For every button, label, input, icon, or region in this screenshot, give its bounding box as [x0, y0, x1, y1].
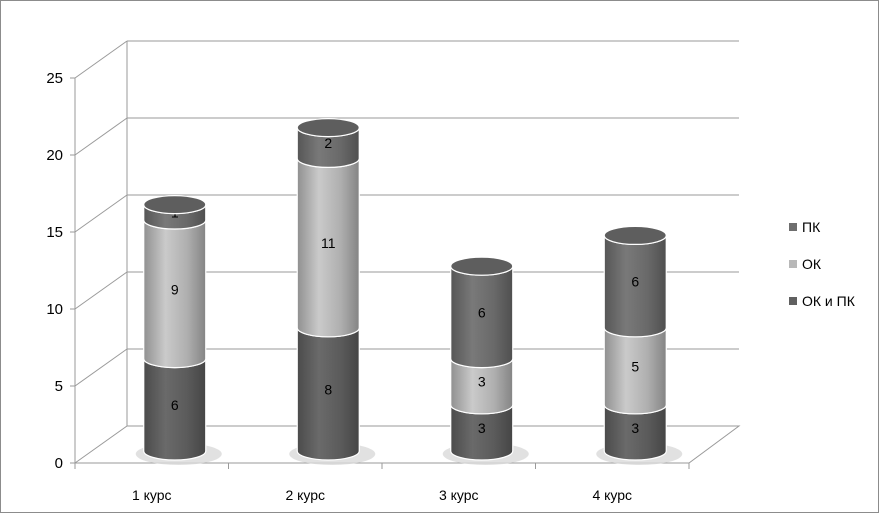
y-tick-label: 0: [55, 455, 63, 472]
x-tick-label: 1 курс: [132, 487, 172, 503]
data-label: 3: [478, 420, 486, 436]
x-tick-label: 3 курс: [439, 487, 479, 503]
data-label: 3: [478, 374, 486, 390]
legend-swatch: [789, 297, 797, 305]
bar-top: [296, 117, 360, 138]
data-label: 6: [631, 274, 639, 290]
data-label: 6: [171, 397, 179, 413]
y-tick-label: 10: [46, 301, 63, 318]
data-label: 2: [324, 135, 332, 151]
x-tick-label: 4 курс: [592, 487, 632, 503]
gridline-side: [74, 117, 128, 156]
gridline-side: [74, 40, 128, 79]
gridline-side: [74, 194, 128, 233]
legend-label: ПК: [802, 219, 821, 235]
legend-swatch: [789, 260, 797, 268]
gridline-side: [74, 271, 128, 310]
bar-top: [450, 256, 514, 276]
data-label: 11: [321, 235, 336, 251]
data-label: 9: [171, 281, 179, 297]
data-label: 8: [324, 381, 332, 397]
legend-swatch: [789, 223, 797, 231]
bar-top: [603, 225, 667, 245]
data-label: 5: [631, 358, 639, 374]
y-tick-label: 5: [55, 378, 63, 395]
gridline-side: [74, 348, 128, 387]
x-tick-label: 2 курс: [285, 487, 325, 503]
legend-label: ОК: [802, 256, 822, 272]
data-label: 3: [631, 420, 639, 436]
y-tick-label: 20: [46, 147, 63, 164]
data-label: 6: [478, 304, 486, 320]
legend-label: ОК и ПК: [802, 293, 856, 309]
y-tick-label: 15: [46, 224, 63, 241]
bar-top: [143, 195, 207, 215]
y-tick-label: 25: [46, 70, 63, 87]
